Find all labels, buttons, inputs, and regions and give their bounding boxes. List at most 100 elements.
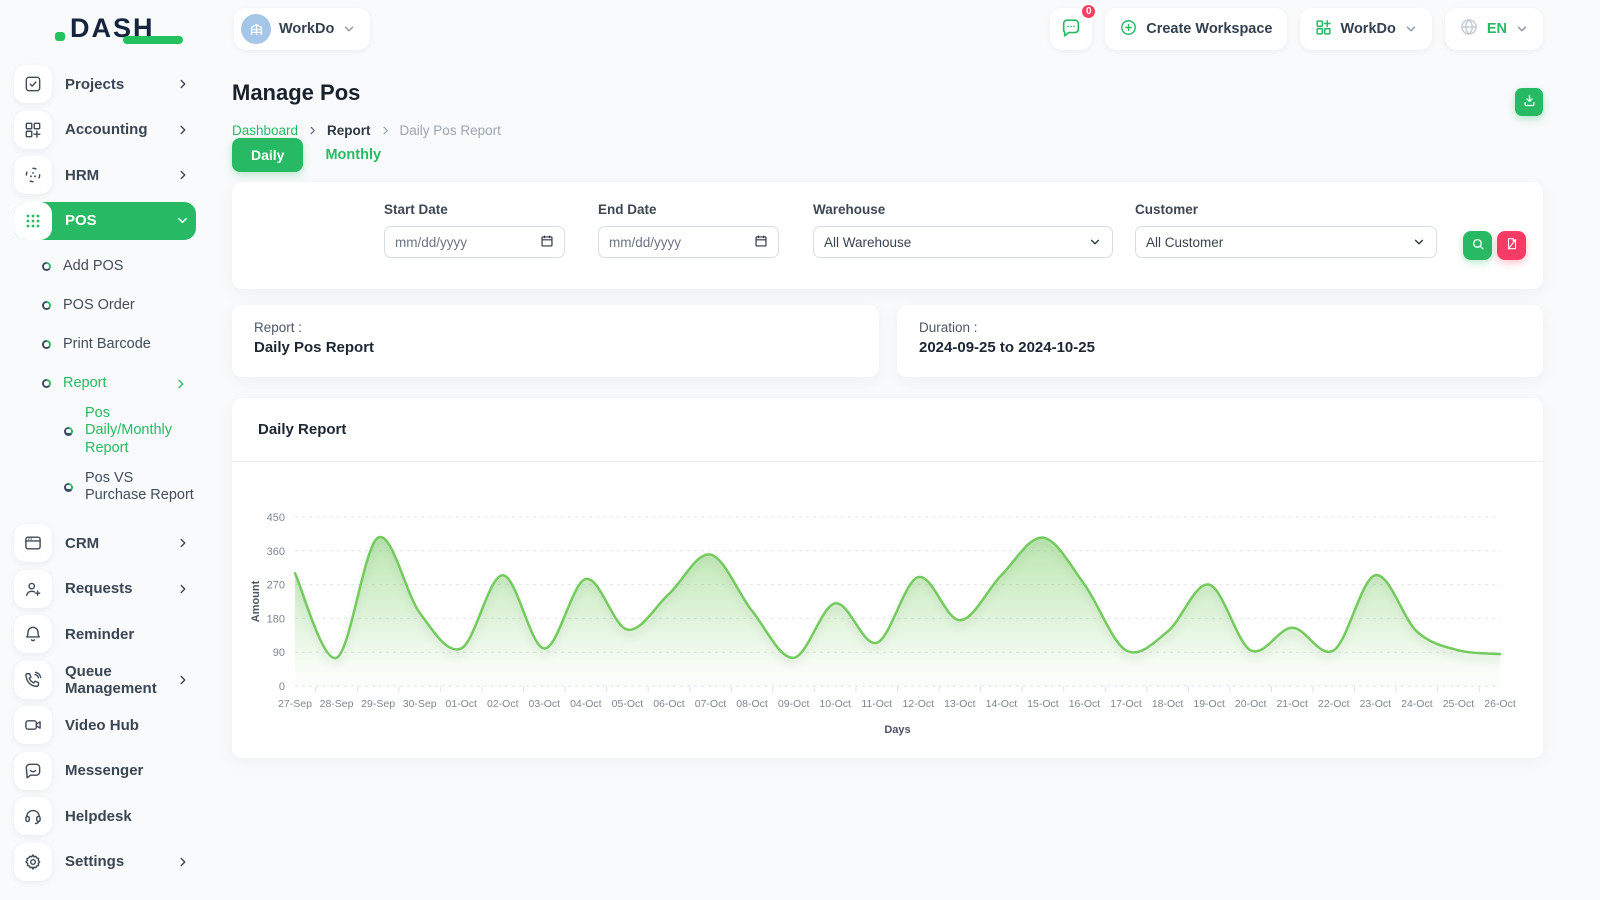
chevron-right-icon: [176, 536, 190, 550]
plus-circle-icon: [1119, 18, 1138, 41]
customer-label: Customer: [1135, 202, 1199, 217]
tab-monthly[interactable]: Monthly: [321, 138, 385, 172]
chevron-right-icon: [174, 377, 188, 391]
sidebar-item-hrm[interactable]: HRM: [14, 156, 196, 194]
download-report-button[interactable]: [1515, 88, 1543, 116]
globe-icon: [1459, 17, 1479, 41]
svg-text:21-Oct: 21-Oct: [1276, 698, 1308, 710]
page-title: Manage Pos: [232, 80, 361, 105]
donut-bullet-icon: [42, 301, 51, 310]
headset-icon: [14, 797, 52, 835]
sidebar-item-reminder[interactable]: Reminder: [14, 615, 196, 653]
chevron-right-icon: [176, 582, 190, 596]
end-date-label: End Date: [598, 202, 657, 217]
chevron-right-icon: [307, 125, 318, 136]
breadcrumb-report[interactable]: Report: [327, 123, 371, 138]
chevron-down-icon: [342, 22, 356, 36]
chevron-down-icon: [1412, 235, 1426, 249]
svg-text:27-Sep: 27-Sep: [278, 698, 312, 710]
workspace-switcher[interactable]: WorkDo: [234, 8, 371, 50]
sidebar-item-print-barcode[interactable]: Print Barcode: [14, 325, 196, 364]
svg-text:13-Oct: 13-Oct: [944, 698, 976, 710]
warehouse-value: All Warehouse: [824, 234, 912, 250]
chevron-down-icon: [1515, 22, 1529, 36]
chevron-right-icon: [176, 673, 190, 687]
sidebar-item-settings[interactable]: Settings: [14, 842, 196, 881]
check-square-icon: [14, 65, 52, 103]
dot-grid-icon: [14, 201, 52, 240]
svg-text:08-Oct: 08-Oct: [736, 698, 768, 710]
sidebar-item-projects[interactable]: Projects: [14, 65, 196, 103]
video-icon: [14, 706, 52, 744]
donut-bullet-icon: [64, 426, 73, 436]
end-date-input[interactable]: mm/dd/yyyy: [598, 226, 779, 258]
chevron-down-icon: [175, 213, 190, 228]
language-button[interactable]: EN: [1444, 8, 1543, 50]
sidebar-item-messenger[interactable]: Messenger: [14, 751, 196, 790]
svg-text:26-Oct: 26-Oct: [1484, 698, 1516, 710]
app-logo[interactable]: DASH: [55, 13, 182, 44]
sidebar-item-requests[interactable]: Requests: [14, 569, 196, 608]
svg-text:22-Oct: 22-Oct: [1318, 698, 1350, 710]
grid-plus-icon: [1314, 18, 1333, 41]
sidebar-item-helpdesk[interactable]: Helpdesk: [14, 797, 196, 835]
customer-select[interactable]: All Customer: [1135, 226, 1437, 258]
chevron-right-icon: [176, 168, 190, 182]
tab-daily[interactable]: Daily: [232, 138, 304, 172]
sidebar-item-add-pos[interactable]: Add POS: [14, 247, 196, 286]
sidebar-item-pos-daily-monthly-report[interactable]: Pos Daily/Monthly Report: [14, 403, 196, 459]
svg-text:30-Sep: 30-Sep: [403, 698, 437, 710]
chevron-down-icon: [1088, 235, 1102, 249]
sidebar-item-report[interactable]: Report: [14, 364, 196, 403]
report-value: Daily Pos Report: [254, 339, 375, 356]
customer-field: Customer All Customer: [1135, 202, 1437, 258]
chevron-down-icon: [1404, 22, 1418, 36]
chat-icon: [1060, 17, 1082, 42]
svg-text:18-Oct: 18-Oct: [1152, 698, 1184, 710]
svg-text:29-Sep: 29-Sep: [361, 698, 395, 710]
warehouse-select[interactable]: All Warehouse: [813, 226, 1113, 258]
apply-filter-button[interactable]: [1463, 231, 1492, 260]
sidebar-item-pos-vs-purchase-report[interactable]: Pos VS Purchase Report: [14, 459, 196, 515]
start-date-placeholder: mm/dd/yyyy: [395, 234, 468, 250]
svg-text:10-Oct: 10-Oct: [819, 698, 851, 710]
donut-bullet-icon: [42, 340, 51, 349]
logo-text: DASH: [70, 13, 155, 43]
svg-text:24-Oct: 24-Oct: [1401, 698, 1433, 710]
sidebar-item-pos-order[interactable]: POS Order: [14, 286, 196, 325]
svg-text:25-Oct: 25-Oct: [1443, 698, 1475, 710]
svg-text:16-Oct: 16-Oct: [1069, 698, 1101, 710]
svg-text:03-Oct: 03-Oct: [529, 698, 561, 710]
calendar-icon[interactable]: [754, 234, 768, 251]
messages-button[interactable]: 0: [1050, 3, 1098, 50]
svg-text:450: 450: [267, 512, 285, 524]
chart-title: Daily Report: [232, 398, 1543, 462]
workspace-menu-button[interactable]: WorkDo: [1299, 8, 1432, 50]
start-date-input[interactable]: mm/dd/yyyy: [384, 226, 565, 258]
message-icon: [14, 751, 52, 790]
donut-bullet-icon: [64, 482, 73, 492]
svg-text:02-Oct: 02-Oct: [487, 698, 519, 710]
clear-filter-button[interactable]: [1497, 231, 1526, 260]
create-workspace-button[interactable]: Create Workspace: [1105, 8, 1287, 50]
main-content: Manage Pos Dashboard Report Daily Pos Re…: [232, 58, 1543, 900]
workspace-name: WorkDo: [279, 21, 335, 37]
sidebar-item-accounting[interactable]: Accounting: [14, 110, 196, 149]
sidebar-item-video-hub[interactable]: Video Hub: [14, 706, 196, 744]
duration-value: 2024-09-25 to 2024-10-25: [919, 339, 1095, 356]
focus-dots-icon: [14, 156, 52, 194]
sidebar-item-queue-management[interactable]: Queue Management: [14, 660, 196, 699]
breadcrumb: Dashboard Report Daily Pos Report: [232, 123, 501, 138]
sidebar-item-pos[interactable]: POS: [14, 201, 196, 240]
sidebar-item-crm[interactable]: CRM: [14, 524, 196, 562]
calendar-icon[interactable]: [540, 234, 554, 251]
chevron-right-icon: [176, 855, 190, 869]
breadcrumb-dashboard[interactable]: Dashboard: [232, 123, 299, 138]
sidebar-submenu-pos: Add POS POS Order Print Barcode Report P…: [14, 247, 196, 515]
end-date-placeholder: mm/dd/yyyy: [609, 234, 682, 250]
end-date-field: End Date mm/dd/yyyy: [598, 202, 779, 258]
svg-text:05-Oct: 05-Oct: [612, 698, 644, 710]
start-date-field: Start Date mm/dd/yyyy: [384, 202, 565, 258]
customer-value: All Customer: [1146, 234, 1224, 250]
daily-report-card: Daily Report 0 90 180 270 360 450 27-Sep 28-Sep…: [232, 398, 1543, 758]
